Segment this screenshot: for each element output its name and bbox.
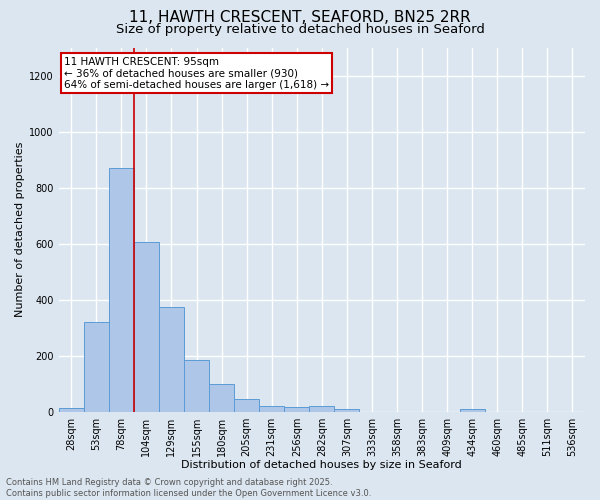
Bar xyxy=(460,409,485,412)
Text: 11 HAWTH CRESCENT: 95sqm
← 36% of detached houses are smaller (930)
64% of semi-: 11 HAWTH CRESCENT: 95sqm ← 36% of detach… xyxy=(64,56,329,90)
Bar xyxy=(134,242,159,412)
Text: 11, HAWTH CRESCENT, SEAFORD, BN25 2RR: 11, HAWTH CRESCENT, SEAFORD, BN25 2RR xyxy=(129,10,471,25)
Bar xyxy=(109,168,134,412)
Text: Contains HM Land Registry data © Crown copyright and database right 2025.
Contai: Contains HM Land Registry data © Crown c… xyxy=(6,478,371,498)
Text: Size of property relative to detached houses in Seaford: Size of property relative to detached ho… xyxy=(116,22,484,36)
Bar xyxy=(234,399,259,411)
Bar xyxy=(284,408,309,412)
Bar xyxy=(59,408,84,412)
Bar xyxy=(159,306,184,412)
Bar xyxy=(334,410,359,412)
Bar xyxy=(309,406,334,411)
Bar xyxy=(184,360,209,412)
X-axis label: Distribution of detached houses by size in Seaford: Distribution of detached houses by size … xyxy=(181,460,462,470)
Y-axis label: Number of detached properties: Number of detached properties xyxy=(15,142,25,317)
Bar xyxy=(259,406,284,411)
Bar xyxy=(84,322,109,412)
Bar xyxy=(209,384,234,411)
